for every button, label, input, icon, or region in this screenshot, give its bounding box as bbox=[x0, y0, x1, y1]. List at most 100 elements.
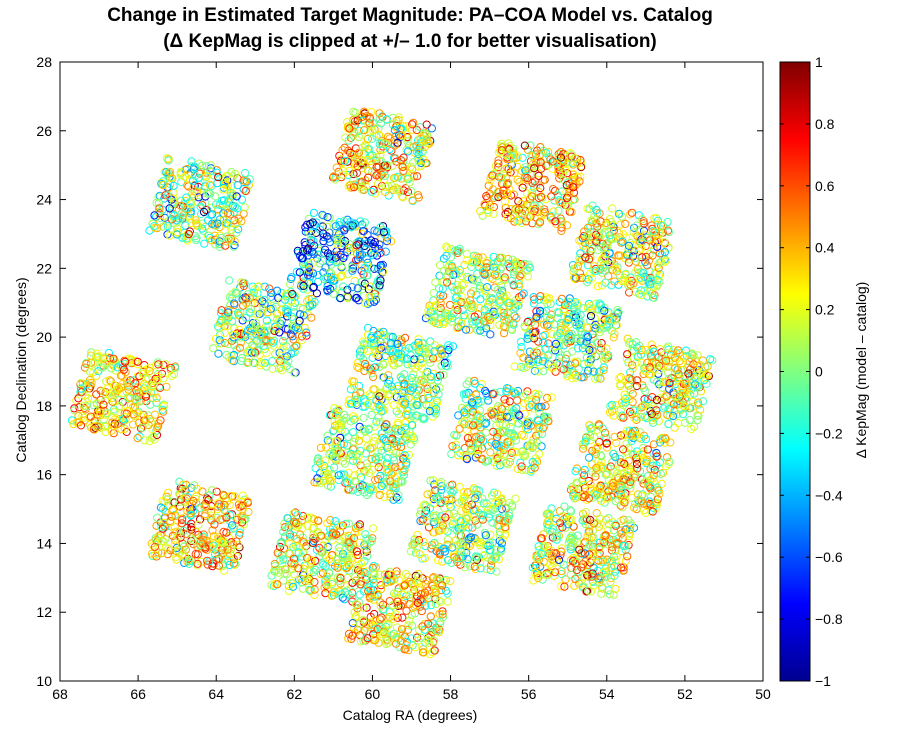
data-point bbox=[503, 213, 512, 222]
data-point bbox=[622, 250, 632, 259]
data-point bbox=[297, 254, 307, 263]
data-point bbox=[380, 139, 389, 148]
data-point bbox=[588, 244, 597, 253]
data-point bbox=[614, 280, 623, 289]
data-point bbox=[559, 169, 568, 178]
data-point bbox=[584, 230, 593, 239]
data-point bbox=[230, 237, 239, 246]
data-point bbox=[318, 210, 327, 219]
data-point bbox=[193, 188, 202, 197]
data-point bbox=[341, 237, 350, 246]
data-point bbox=[569, 183, 578, 192]
data-point bbox=[528, 205, 537, 214]
data-point bbox=[490, 264, 499, 273]
data-point bbox=[320, 248, 329, 257]
data-point bbox=[435, 284, 444, 293]
data-point bbox=[581, 253, 590, 262]
data-point bbox=[602, 243, 612, 252]
data-point bbox=[605, 248, 614, 257]
data-point bbox=[370, 238, 379, 247]
data-point bbox=[357, 178, 366, 187]
data-point bbox=[217, 233, 226, 242]
data-point bbox=[627, 208, 637, 217]
data-point bbox=[657, 257, 666, 266]
data-point bbox=[568, 158, 577, 168]
data-point bbox=[408, 196, 417, 205]
data-point bbox=[373, 179, 383, 188]
data-point bbox=[596, 236, 605, 245]
data-point bbox=[405, 141, 414, 150]
data-point bbox=[632, 221, 641, 230]
data-point bbox=[639, 269, 648, 278]
data-point bbox=[394, 173, 403, 182]
data-point bbox=[491, 162, 500, 171]
data-point bbox=[382, 160, 391, 169]
data-point bbox=[300, 238, 309, 247]
data-point bbox=[183, 236, 192, 245]
data-point bbox=[447, 313, 457, 322]
data-point bbox=[489, 310, 498, 319]
data-point bbox=[402, 145, 411, 154]
data-point bbox=[204, 216, 213, 225]
data-point bbox=[626, 280, 635, 289]
data-point bbox=[611, 234, 620, 243]
data-point bbox=[202, 162, 211, 171]
data-point bbox=[647, 221, 656, 230]
data-point bbox=[457, 298, 466, 307]
data-point bbox=[376, 119, 386, 128]
data-point bbox=[664, 228, 674, 237]
data-point bbox=[211, 200, 221, 209]
data-point bbox=[390, 173, 399, 183]
data-point bbox=[558, 156, 568, 165]
data-point bbox=[581, 244, 590, 253]
data-point bbox=[162, 168, 171, 177]
data-point bbox=[557, 226, 566, 235]
data-point bbox=[338, 170, 348, 179]
data-point bbox=[494, 159, 503, 168]
data-point bbox=[452, 285, 461, 294]
data-point bbox=[620, 277, 629, 286]
data-point bbox=[159, 181, 168, 190]
data-point bbox=[232, 219, 241, 228]
data-point bbox=[455, 266, 464, 275]
data-point bbox=[352, 169, 361, 178]
data-point bbox=[155, 204, 164, 213]
data-point bbox=[631, 253, 640, 263]
data-point bbox=[497, 146, 507, 155]
data-point bbox=[390, 141, 399, 150]
data-point bbox=[354, 237, 363, 246]
data-point bbox=[636, 244, 646, 253]
data-point bbox=[344, 136, 353, 145]
data-point bbox=[650, 214, 659, 223]
data-point bbox=[399, 166, 408, 175]
data-point bbox=[478, 266, 487, 275]
data-point bbox=[362, 255, 371, 264]
data-point bbox=[525, 213, 534, 222]
data-point bbox=[454, 322, 463, 331]
data-point bbox=[332, 163, 341, 172]
data-point bbox=[554, 169, 563, 178]
data-point bbox=[500, 273, 509, 282]
data-point bbox=[513, 162, 522, 171]
data-point bbox=[303, 246, 312, 255]
data-point bbox=[510, 169, 519, 178]
data-point bbox=[502, 151, 511, 160]
data-point bbox=[310, 220, 319, 230]
data-point bbox=[506, 205, 515, 214]
data-point bbox=[304, 268, 314, 277]
chart-subtitle: (Δ KepMag is clipped at +/– 1.0 for bett… bbox=[163, 31, 657, 52]
data-point bbox=[372, 132, 381, 141]
data-point bbox=[323, 287, 332, 296]
data-point bbox=[507, 276, 517, 285]
data-point bbox=[375, 240, 384, 249]
data-point bbox=[376, 150, 385, 160]
data-point bbox=[467, 262, 476, 272]
data-point bbox=[195, 169, 204, 178]
data-point bbox=[504, 178, 513, 188]
data-point bbox=[428, 302, 437, 311]
data-point bbox=[614, 209, 624, 218]
data-point bbox=[314, 244, 323, 253]
data-point bbox=[333, 234, 342, 243]
data-point bbox=[163, 222, 172, 231]
